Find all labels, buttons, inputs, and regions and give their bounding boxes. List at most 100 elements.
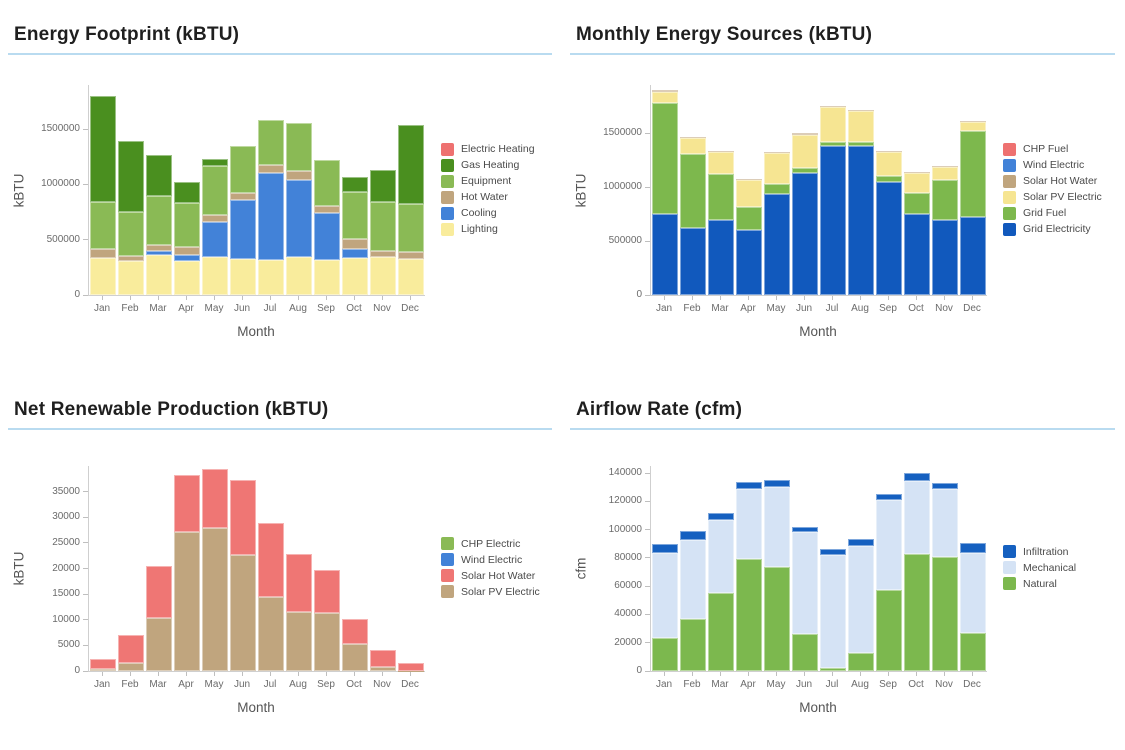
bar-segment[interactable] (820, 146, 846, 295)
bar-segment[interactable] (820, 107, 846, 143)
bar-segment[interactable] (736, 230, 762, 295)
bar-segment[interactable] (398, 663, 424, 671)
bar-segment[interactable] (146, 196, 172, 245)
legend-item-grid-electricity[interactable]: Grid Electricity (1003, 222, 1102, 236)
bar-segment[interactable] (904, 553, 930, 671)
bar-segment[interactable] (764, 152, 790, 185)
bar-segment[interactable] (736, 559, 762, 671)
bar-segment[interactable] (146, 251, 172, 255)
bar-segment[interactable] (370, 650, 396, 667)
bar-segment[interactable] (820, 142, 846, 147)
legend-item-wind-electric[interactable]: Wind Electric (441, 553, 540, 566)
bar-segment[interactable] (230, 193, 256, 200)
bar-segment[interactable] (202, 215, 228, 222)
bar-segment[interactable] (764, 480, 790, 488)
bar-segment[interactable] (146, 254, 172, 295)
bar-segment[interactable] (370, 666, 396, 671)
bar-segment[interactable] (708, 151, 734, 153)
legend-item-solar-pv-electric[interactable]: Solar PV Electric (441, 585, 540, 598)
bar-segment[interactable] (342, 192, 368, 240)
bar-segment[interactable] (904, 473, 930, 481)
bar-segment[interactable] (792, 634, 818, 671)
bar-segment[interactable] (202, 159, 228, 166)
bar-segment[interactable] (848, 142, 874, 147)
legend-item-chp-electric[interactable]: CHP Electric (441, 537, 540, 550)
bar-segment[interactable] (708, 512, 734, 521)
bar-segment[interactable] (146, 244, 172, 252)
bar-segment[interactable] (904, 171, 930, 173)
bar-segment[interactable] (680, 540, 706, 619)
bar-segment[interactable] (342, 618, 368, 645)
legend-item-solar-hot-water[interactable]: Solar Hot Water (441, 569, 540, 582)
bar-segment[interactable] (820, 668, 846, 671)
bar-segment[interactable] (398, 125, 424, 205)
bar-segment[interactable] (652, 638, 678, 671)
bar-segment[interactable] (314, 213, 340, 260)
bar-segment[interactable] (314, 570, 340, 614)
bar-segment[interactable] (708, 152, 734, 174)
bar-segment[interactable] (118, 663, 144, 671)
bar-segment[interactable] (960, 543, 986, 553)
bar-segment[interactable] (932, 167, 958, 181)
bar-segment[interactable] (146, 565, 172, 618)
bar-segment[interactable] (876, 493, 902, 500)
bar-segment[interactable] (174, 260, 200, 295)
legend-item-solar-hot-water[interactable]: Solar Hot Water (1003, 174, 1102, 188)
bar-segment[interactable] (174, 254, 200, 261)
bar-segment[interactable] (792, 532, 818, 635)
bar-segment[interactable] (960, 632, 986, 671)
legend-item-equipment[interactable]: Equipment (441, 174, 535, 188)
legend-item-electric-heating[interactable]: Electric Heating (441, 142, 535, 156)
legend-item-hot-water[interactable]: Hot Water (441, 190, 535, 204)
bar-segment[interactable] (230, 145, 256, 194)
bar-segment[interactable] (764, 567, 790, 671)
bar-segment[interactable] (876, 499, 902, 591)
bar-segment[interactable] (652, 543, 678, 553)
bar-segment[interactable] (370, 250, 396, 258)
bar-segment[interactable] (370, 202, 396, 251)
bar-segment[interactable] (932, 166, 958, 168)
bar-segment[interactable] (820, 105, 846, 108)
bar-segment[interactable] (960, 120, 986, 122)
bar-segment[interactable] (258, 165, 284, 173)
bar-segment[interactable] (174, 182, 200, 203)
bar-segment[interactable] (932, 489, 958, 558)
bar-segment[interactable] (820, 549, 846, 556)
bar-segment[interactable] (736, 207, 762, 231)
legend-item-chp-fuel[interactable]: CHP Fuel (1003, 142, 1102, 156)
bar-segment[interactable] (202, 469, 228, 529)
bar-segment[interactable] (848, 110, 874, 143)
bar-segment[interactable] (932, 220, 958, 295)
bar-segment[interactable] (90, 659, 116, 670)
legend-item-wind-electric[interactable]: Wind Electric (1003, 158, 1102, 172)
bar-segment[interactable] (118, 211, 144, 256)
bar-segment[interactable] (258, 172, 284, 260)
bar-segment[interactable] (398, 258, 424, 295)
bar-segment[interactable] (286, 256, 312, 295)
bar-segment[interactable] (652, 214, 678, 295)
bar-segment[interactable] (652, 552, 678, 639)
bar-segment[interactable] (90, 257, 116, 295)
bar-segment[interactable] (736, 180, 762, 208)
bar-segment[interactable] (258, 259, 284, 295)
bar-segment[interactable] (118, 141, 144, 212)
bar-segment[interactable] (314, 159, 340, 207)
bar-segment[interactable] (848, 109, 874, 111)
bar-segment[interactable] (708, 592, 734, 671)
bar-segment[interactable] (398, 204, 424, 252)
bar-segment[interactable] (848, 545, 874, 654)
bar-segment[interactable] (708, 520, 734, 593)
bar-segment[interactable] (174, 202, 200, 247)
legend-item-cooling[interactable]: Cooling (441, 206, 535, 220)
bar-segment[interactable] (708, 220, 734, 295)
bar-segment[interactable] (174, 531, 200, 671)
bar-segment[interactable] (174, 475, 200, 532)
bar-segment[interactable] (258, 119, 284, 166)
bar-segment[interactable] (736, 482, 762, 490)
bar-segment[interactable] (932, 482, 958, 490)
bar-segment[interactable] (932, 180, 958, 221)
bar-segment[interactable] (90, 249, 116, 258)
bar-segment[interactable] (286, 612, 312, 671)
bar-segment[interactable] (314, 259, 340, 295)
bar-segment[interactable] (876, 181, 902, 295)
